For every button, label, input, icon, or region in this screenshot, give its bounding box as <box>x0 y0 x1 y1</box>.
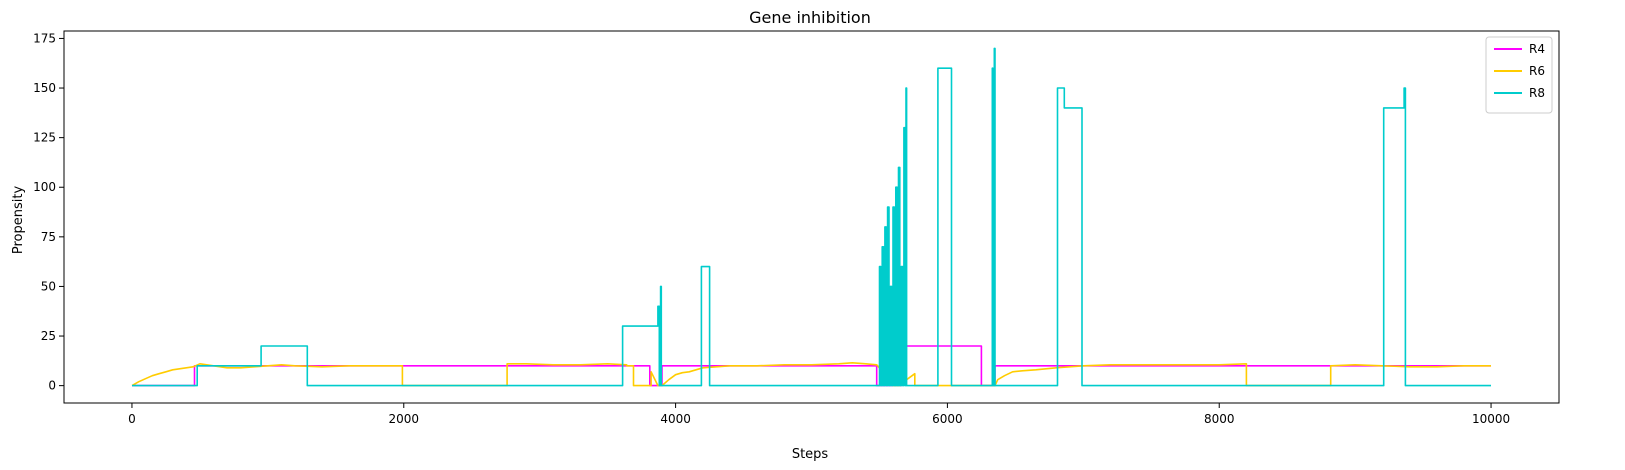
y-tick-label: 100 <box>33 180 56 194</box>
y-tick-label: 0 <box>48 379 56 393</box>
legend: R4 R6 R8 <box>1485 36 1553 114</box>
x-tick-label: 6000 <box>932 412 963 426</box>
y-tick-label: 150 <box>33 81 56 95</box>
y-axis: 0 25 50 75 100 125 150 175 <box>33 31 64 393</box>
legend-label-r6: R6 <box>1529 64 1545 78</box>
y-axis-label: Propensity <box>11 186 26 255</box>
y-tick-label: 50 <box>41 279 56 293</box>
chart-title: Gene inhibition <box>749 8 871 27</box>
y-tick-label: 25 <box>41 329 56 343</box>
legend-label-r8: R8 <box>1529 86 1545 100</box>
series-line-r8 <box>132 47 1491 387</box>
y-tick-label: 175 <box>33 31 56 45</box>
x-axis: 0 2000 4000 6000 8000 10000 <box>128 403 1510 426</box>
y-tick-label: 125 <box>33 131 56 145</box>
plot-area <box>131 47 1491 387</box>
x-tick-label: 4000 <box>660 412 691 426</box>
x-axis-label: Steps <box>792 447 829 462</box>
series-line-r6 <box>131 362 1491 387</box>
x-tick-label: 0 <box>128 412 136 426</box>
legend-label-r4: R4 <box>1529 42 1545 56</box>
x-tick-label: 8000 <box>1204 412 1235 426</box>
x-tick-label: 10000 <box>1472 412 1510 426</box>
y-tick-label: 75 <box>41 230 56 244</box>
plot-frame <box>63 30 1560 404</box>
x-tick-label: 2000 <box>388 412 419 426</box>
